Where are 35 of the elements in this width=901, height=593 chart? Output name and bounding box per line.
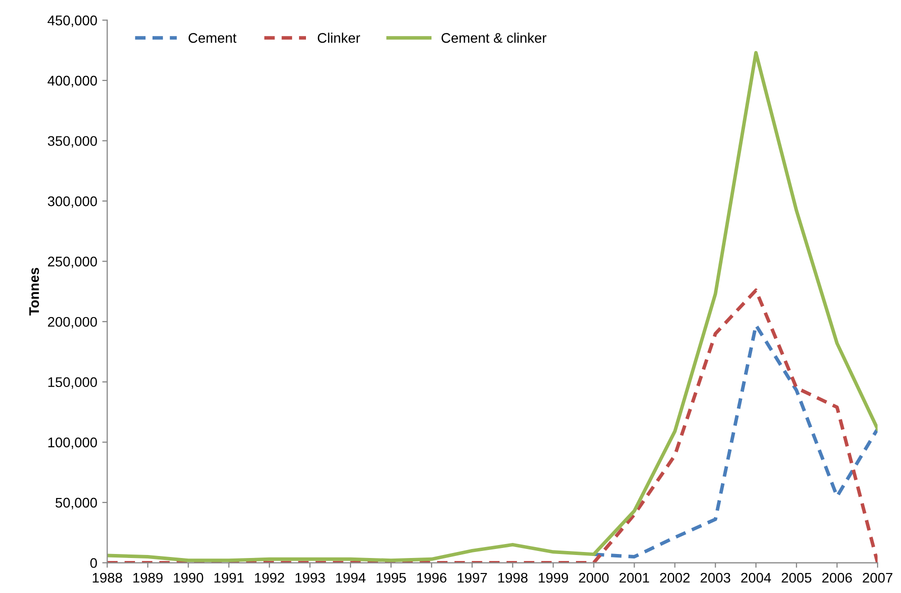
- legend-label: Cement: [188, 33, 236, 43]
- x-tick-label: 2002: [660, 572, 690, 583]
- x-tick-label: 1993: [296, 572, 325, 583]
- y-tick-label: 350,000: [48, 136, 97, 148]
- y-tick-label: 150,000: [48, 377, 97, 389]
- y-tick-label: 250,000: [48, 256, 97, 268]
- y-tick-label: 0: [90, 558, 97, 568]
- line-series: [592, 323, 878, 558]
- y-tick-label: 50,000: [56, 498, 97, 510]
- y-tick-label: 200,000: [48, 316, 97, 328]
- x-tick-label: 1997: [458, 572, 487, 583]
- x-tick-label: 1995: [376, 572, 406, 583]
- x-tick-label: 1989: [133, 572, 163, 583]
- y-tick-label: 400,000: [48, 76, 97, 88]
- x-tick-label: 2001: [620, 572, 650, 583]
- x-tick-label: 1998: [498, 572, 528, 583]
- x-tick-label: 2000: [579, 572, 609, 583]
- x-tick-label: 1988: [92, 572, 122, 583]
- x-tick-label: 1991: [214, 572, 244, 583]
- x-tick-label: 2007: [862, 572, 892, 583]
- x-tick-label: 1990: [174, 572, 204, 583]
- x-tick-label: 2003: [700, 572, 730, 583]
- legend-label: Clinker: [318, 32, 360, 43]
- y-axis-title: Tonnes: [29, 268, 39, 316]
- x-tick-label: 2004: [741, 572, 771, 583]
- x-tick-label: 1992: [255, 572, 284, 583]
- y-tick-label: 100,000: [48, 438, 97, 449]
- y-tick-label: 300,000: [48, 196, 97, 208]
- x-tick-label: 1996: [417, 572, 446, 583]
- x-tick-label: 2006: [822, 572, 852, 583]
- x-tick-label: 1999: [538, 572, 568, 583]
- x-tick-label: 2005: [782, 572, 812, 583]
- y-tick-label: 450,000: [48, 15, 97, 27]
- legend-label: Cement & clinker: [442, 32, 546, 43]
- x-tick-label: 1994: [336, 572, 366, 583]
